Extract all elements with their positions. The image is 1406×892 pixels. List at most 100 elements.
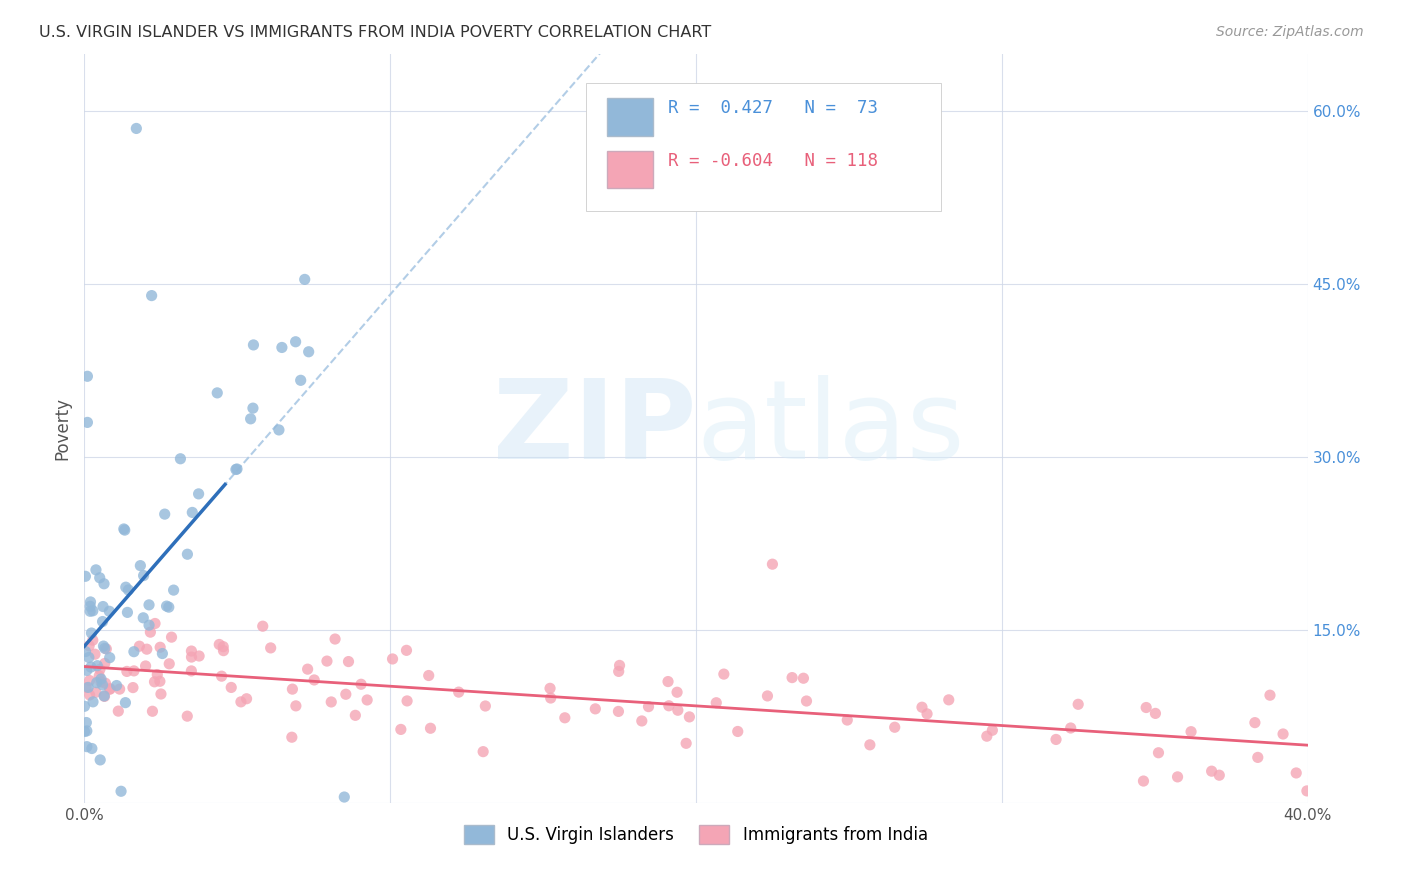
- Point: [79, 688, 101, 702]
- Point: [82, 604, 104, 618]
- Point: [117, 606, 139, 620]
- Point: [356, 693, 378, 707]
- Point: [350, 677, 373, 691]
- Point: [554, 711, 576, 725]
- Point: [281, 730, 304, 744]
- Point: [115, 665, 138, 679]
- Point: [911, 700, 934, 714]
- Point: [472, 745, 495, 759]
- Point: [675, 736, 697, 750]
- Point: [1201, 764, 1223, 779]
- Point: [284, 334, 307, 349]
- Point: [162, 583, 184, 598]
- Point: [77, 681, 100, 695]
- FancyBboxPatch shape: [606, 151, 654, 188]
- Point: [146, 667, 169, 681]
- Point: [90, 674, 112, 689]
- Point: [89, 571, 111, 585]
- Point: [98, 682, 121, 697]
- Point: [1285, 766, 1308, 780]
- Point: [91, 678, 114, 692]
- Point: [169, 451, 191, 466]
- Point: [94, 676, 117, 690]
- Point: [75, 681, 97, 695]
- Point: [540, 691, 562, 706]
- Point: [122, 664, 145, 678]
- Point: [260, 640, 283, 655]
- Point: [837, 713, 859, 727]
- Point: [637, 699, 659, 714]
- Point: [389, 723, 412, 737]
- Point: [98, 681, 121, 696]
- Point: [125, 121, 148, 136]
- Point: [84, 647, 107, 661]
- Point: [474, 698, 496, 713]
- Point: [981, 723, 1004, 738]
- Point: [157, 600, 180, 615]
- Point: [1167, 770, 1189, 784]
- Point: [212, 640, 235, 654]
- Point: [150, 647, 173, 661]
- Point: [298, 344, 321, 359]
- Point: [117, 582, 139, 597]
- Point: [1147, 746, 1170, 760]
- Point: [780, 671, 803, 685]
- Text: R = -0.604   N = 118: R = -0.604 N = 118: [668, 152, 877, 169]
- Point: [122, 645, 145, 659]
- Point: [713, 667, 735, 681]
- Point: [143, 674, 166, 689]
- Point: [149, 674, 172, 689]
- Point: [91, 615, 114, 629]
- Point: [294, 272, 316, 286]
- Text: R =  0.427   N =  73: R = 0.427 N = 73: [668, 99, 877, 117]
- Point: [90, 672, 112, 686]
- Point: [666, 703, 689, 717]
- Point: [114, 696, 136, 710]
- Point: [138, 618, 160, 632]
- Point: [225, 462, 247, 476]
- Point: [1060, 721, 1083, 735]
- Point: [418, 668, 440, 682]
- Point: [75, 715, 97, 730]
- Point: [105, 679, 128, 693]
- Point: [419, 721, 441, 735]
- Y-axis label: Poverty: Poverty: [53, 397, 72, 459]
- Point: [86, 675, 108, 690]
- Point: [242, 338, 264, 352]
- Point: [915, 706, 938, 721]
- Point: [91, 599, 114, 614]
- Point: [316, 654, 339, 668]
- Point: [181, 505, 204, 519]
- Point: [138, 598, 160, 612]
- Point: [704, 696, 727, 710]
- Point: [381, 652, 404, 666]
- Point: [630, 714, 652, 728]
- FancyBboxPatch shape: [606, 98, 654, 136]
- Point: [321, 695, 343, 709]
- Point: [395, 643, 418, 657]
- Point: [89, 662, 111, 676]
- Point: [609, 658, 631, 673]
- Point: [657, 674, 679, 689]
- Point: [176, 709, 198, 723]
- Point: [1132, 774, 1154, 789]
- Point: [77, 650, 100, 665]
- Point: [135, 642, 157, 657]
- Point: [129, 558, 152, 573]
- Point: [93, 690, 115, 704]
- Point: [188, 648, 211, 663]
- Point: [281, 682, 304, 697]
- Point: [583, 702, 606, 716]
- Point: [976, 729, 998, 743]
- Point: [1258, 688, 1281, 702]
- Point: [727, 724, 749, 739]
- Point: [94, 641, 117, 656]
- Point: [76, 416, 98, 430]
- Point: [132, 568, 155, 582]
- Point: [107, 704, 129, 718]
- Point: [678, 710, 700, 724]
- Point: [93, 576, 115, 591]
- Point: [323, 632, 346, 646]
- Text: atlas: atlas: [696, 375, 965, 482]
- Point: [538, 681, 561, 696]
